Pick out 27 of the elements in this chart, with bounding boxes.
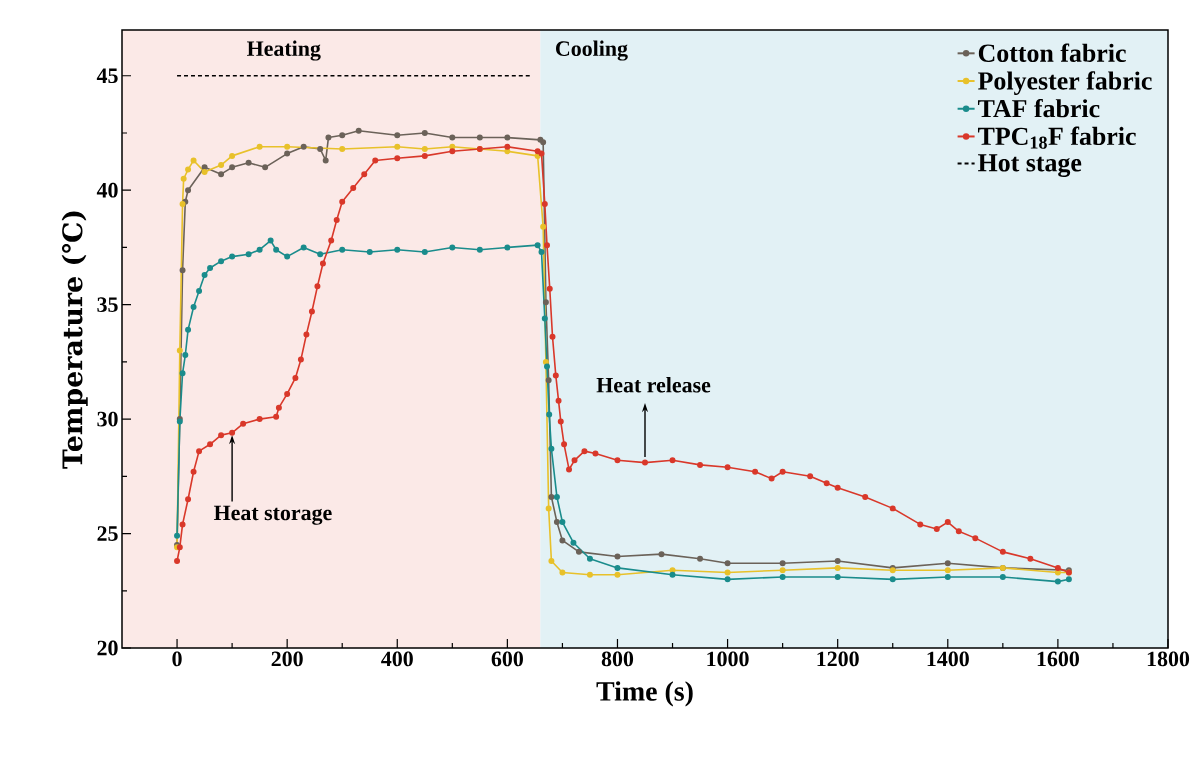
band-label: Heating xyxy=(247,40,321,61)
legend-label: Hot stage xyxy=(978,154,1082,177)
y-tick-label: 30 xyxy=(97,411,118,427)
y-tick-label: 35 xyxy=(97,297,118,313)
y-tick-label: 45 xyxy=(96,68,118,84)
x-tick-label: 1000 xyxy=(707,651,749,667)
legend-label: Polyester fabric xyxy=(978,71,1152,95)
x-axis-title: Time (s) xyxy=(596,681,693,707)
x-tick-label: 0 xyxy=(172,651,182,667)
x-tick-label: 800 xyxy=(601,651,634,667)
annotation: Heat storage xyxy=(213,505,332,525)
x-tick-label: 1200 xyxy=(817,651,859,667)
x-tick-label: 400 xyxy=(381,651,413,667)
annotation: Heat release xyxy=(596,377,711,393)
x-tick-label: 200 xyxy=(271,651,303,667)
legend-label: TPC$_{18}$F fabric xyxy=(978,126,1136,149)
x-tick-label: 600 xyxy=(491,651,523,667)
y-axis-title: Temperature (℃) xyxy=(61,211,88,469)
y-tick-label: 20 xyxy=(97,640,118,656)
x-tick-label: 1800 xyxy=(1147,651,1190,667)
y-tick-label: 25 xyxy=(97,526,118,541)
y-tick-label: 40 xyxy=(96,182,118,198)
legend-label: Cotton fabric xyxy=(978,43,1126,62)
legend-label: TAF fabric xyxy=(978,98,1100,118)
band-label: Cooling xyxy=(556,40,628,61)
x-tick-label: 1400 xyxy=(927,651,969,667)
x-tick-label: 1600 xyxy=(1037,651,1079,667)
